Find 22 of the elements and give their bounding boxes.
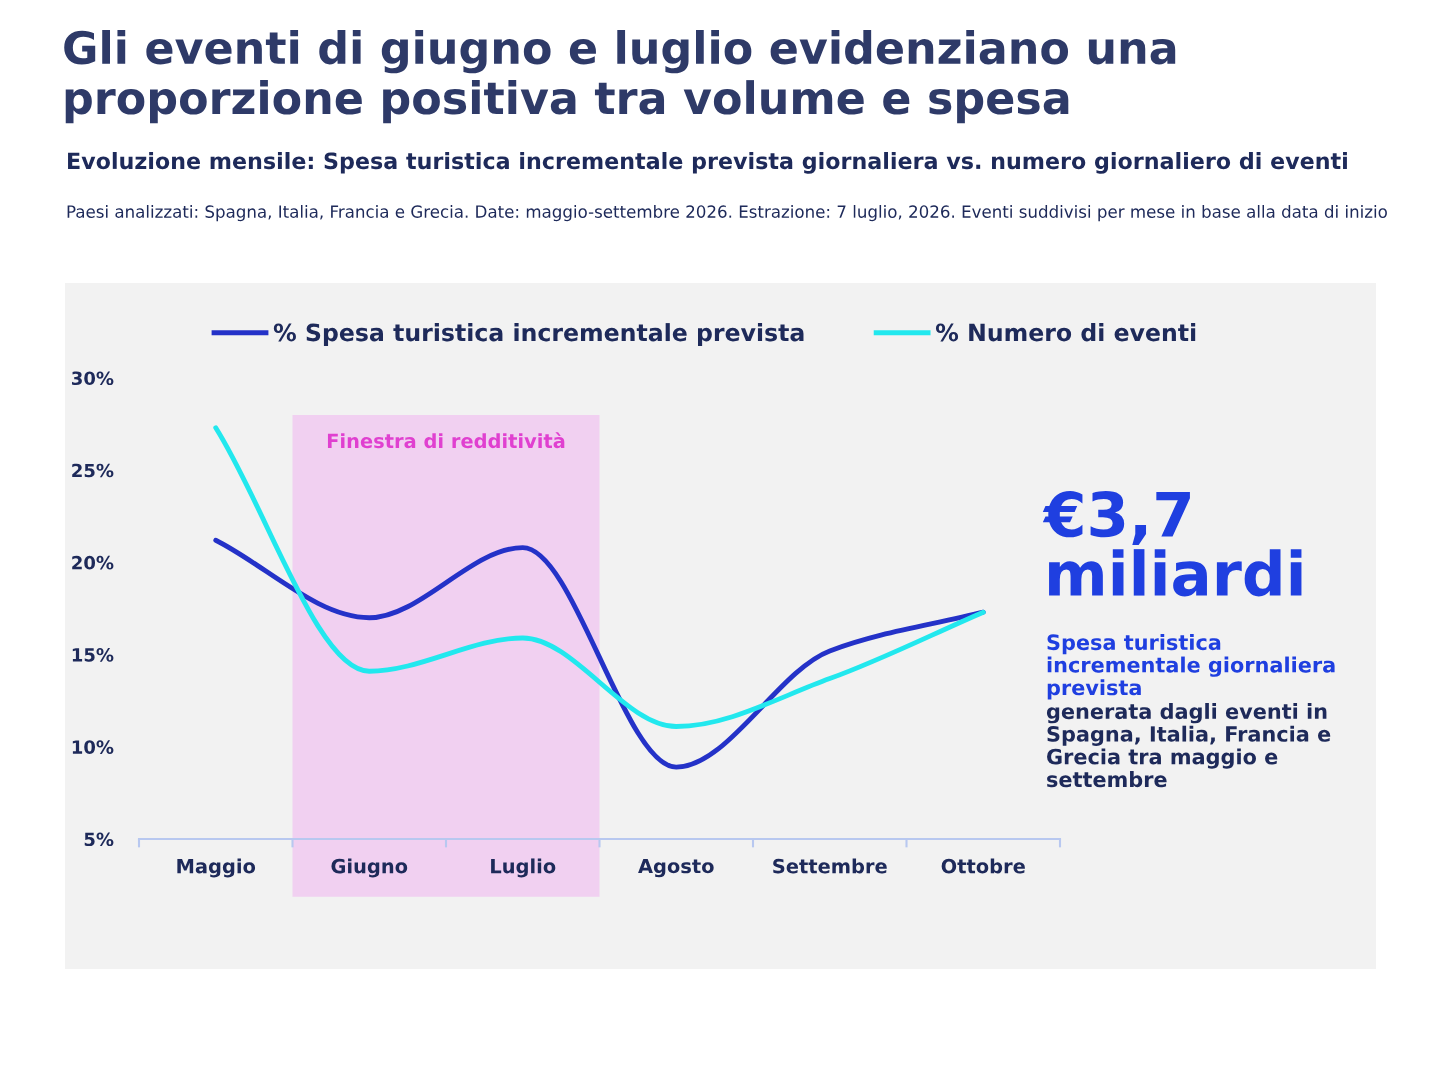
line-series bbox=[213, 425, 986, 729]
x-tick-label: Settembre bbox=[773, 858, 887, 874]
annotation: generata dagli eventi in Spagna, Italia, Francia e Grecia tra maggio e settembre bbox=[1046, 703, 1331, 788]
y-tick-label: 25% bbox=[72, 463, 114, 478]
annotation: €3,7 miliardi bbox=[1042, 491, 1302, 597]
x-tick-label: Luglio bbox=[491, 858, 556, 878]
x-tick-label: Agosto bbox=[638, 858, 714, 878]
x-tick-label: Ottobre bbox=[941, 858, 1025, 874]
y-tick-label: 20% bbox=[72, 555, 114, 570]
x-tick-label: Maggio bbox=[177, 858, 256, 878]
annotation: Spesa turistica incrementale giornaliera prevista bbox=[1047, 634, 1335, 700]
y-tick-label: 10% bbox=[72, 740, 114, 754]
chart-title: Gli eventi di giugno e luglio evidenziano una proporzione positiva tra volume e spesa bbox=[64, 30, 1176, 124]
legend-label: % Spesa turistica incrementale prevista bbox=[273, 323, 804, 346]
chart-subtitle: Evoluzione mensile: Spesa turistica incrementale prevista giornaliera vs. numero giornaliero di eventi bbox=[68, 152, 1347, 174]
text: Paesi analizzati: Spagna, Italia, Francia e Grecia. Date: maggio-settembre 2026. Estrazione: 7 luglio, 2026. Eventi suddivisi per mese in base alla data di inizio bbox=[67, 205, 1387, 222]
band-label: Finestra di redditività bbox=[327, 432, 565, 449]
y-tick-label: 30% bbox=[71, 371, 114, 386]
y-tick-label: 15% bbox=[72, 648, 114, 662]
x-tick-label: Giugno bbox=[331, 858, 408, 878]
y-tick-label: 5% bbox=[84, 832, 114, 847]
legend-label: % Numero di eventi bbox=[935, 323, 1196, 342]
